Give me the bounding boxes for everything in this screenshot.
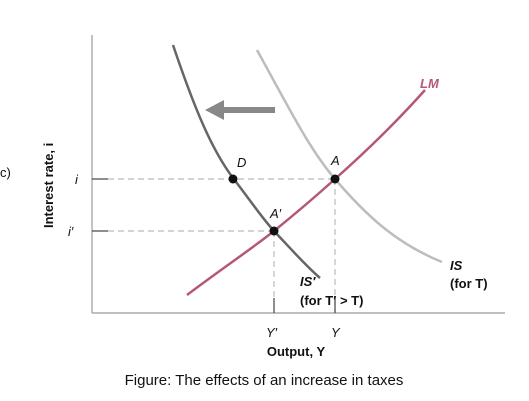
shift-arrow [205, 100, 275, 120]
is-curve [255, 49, 443, 264]
lm-curve [186, 89, 426, 296]
tick-y: Y [331, 325, 341, 340]
is-prime-label: IS′ [300, 274, 316, 289]
x-axis-label: Output, Y [267, 344, 326, 359]
is-prime-curve [171, 44, 321, 279]
is-note: (for T) [450, 276, 488, 291]
tick-i-prime: i′ [68, 224, 74, 239]
label-a-prime: A′ [269, 206, 282, 221]
lm-label: LM [420, 76, 440, 91]
panel-label: c) [0, 165, 11, 180]
y-axis-label: Interest rate, i [41, 143, 56, 228]
point-d [228, 174, 238, 184]
tick-i: i [75, 172, 79, 187]
point-a [330, 174, 340, 184]
point-a-prime [269, 226, 279, 236]
caption: Figure: The effects of an increase in ta… [125, 372, 404, 389]
guide-lines [108, 178, 336, 313]
tick-marks [92, 178, 336, 313]
label-a: A [330, 153, 340, 168]
tick-y-prime: Y′ [266, 325, 278, 340]
is-label: IS [450, 258, 463, 273]
label-d: D [237, 155, 246, 170]
is-prime-note: (for T′ > T) [300, 293, 363, 308]
